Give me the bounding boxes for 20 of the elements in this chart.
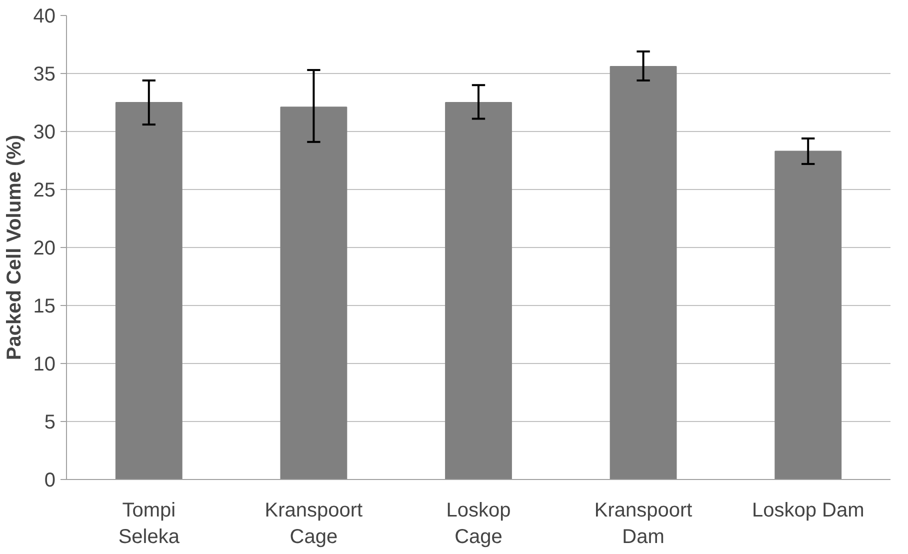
y-tick-label: 15 <box>33 296 56 318</box>
y-tick-label: 40 <box>33 6 56 28</box>
y-axis-title: Packed Cell Volume (%) <box>3 134 26 360</box>
y-tick-label: 30 <box>33 122 56 144</box>
bar <box>610 66 677 480</box>
x-tick-label: Tompi Seleka <box>118 500 180 548</box>
y-tick-label: 10 <box>33 354 56 376</box>
x-tick-label: Loskop Dam <box>752 500 864 522</box>
y-tick-label: 25 <box>33 180 56 202</box>
bar <box>774 150 842 480</box>
x-tick-label: Kranspoort Cage <box>264 500 364 548</box>
x-tick-label: Kranspoort Dam <box>594 500 693 548</box>
x-tick-label: Loskop Cage <box>446 500 511 548</box>
y-tick-label: 20 <box>33 238 56 260</box>
y-tick-label: 0 <box>44 470 56 492</box>
bar <box>445 102 512 480</box>
y-tick-label: 5 <box>44 412 56 434</box>
bar <box>280 106 348 480</box>
bar <box>115 102 182 480</box>
y-tick-label: 35 <box>33 64 56 86</box>
